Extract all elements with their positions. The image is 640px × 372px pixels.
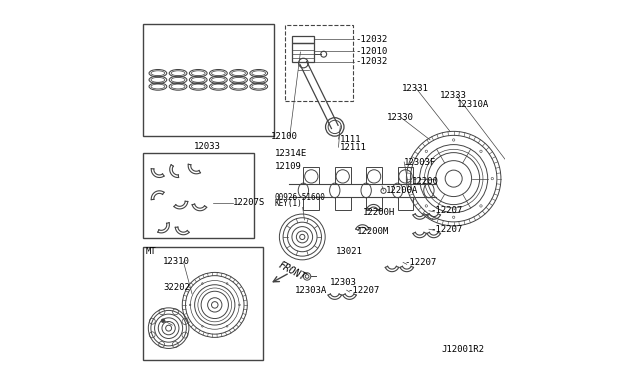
Text: 32202: 32202 [163,283,190,292]
Text: MT: MT [146,247,156,256]
Text: 12303F: 12303F [404,157,436,167]
Circle shape [161,319,165,323]
Text: 12207S: 12207S [233,198,266,207]
Text: -12032: -12032 [356,35,388,44]
Text: 12333: 12333 [440,91,467,100]
Bar [366,167,382,184]
Text: 1111: 1111 [340,135,362,144]
Bar [143,247,263,359]
Bar [292,43,314,62]
Text: 12033: 12033 [194,142,221,151]
Text: FRONT: FRONT [277,260,307,282]
Text: J12001R2: J12001R2 [442,345,484,354]
Text: 12109: 12109 [275,162,301,171]
Text: 13021: 13021 [336,247,363,256]
Bar [143,23,274,136]
Text: 12111: 12111 [340,143,367,152]
Text: 12200: 12200 [412,177,438,186]
Text: 12330: 12330 [387,113,413,122]
Text: 12331: 12331 [402,84,429,93]
Bar [303,197,319,210]
Bar [335,167,351,184]
Bar [303,167,319,184]
Bar [397,197,413,210]
Text: 12200H: 12200H [362,208,395,217]
Bar [397,167,413,184]
Bar [335,197,351,210]
Bar [285,25,353,101]
Text: -12207: -12207 [430,206,462,215]
Text: -12207: -12207 [430,225,462,234]
Text: -12010: -12010 [356,47,388,56]
Text: 12310A: 12310A [456,100,489,109]
Text: KEY(1): KEY(1) [275,199,303,208]
Bar [366,197,382,210]
Text: 12303A: 12303A [295,286,327,295]
Text: -12207: -12207 [348,286,380,295]
Text: 12303: 12303 [330,278,357,287]
Text: -12207: -12207 [404,258,436,267]
Text: 12310: 12310 [163,257,190,266]
Text: 12200A: 12200A [386,186,418,195]
Text: 12200M: 12200M [357,227,389,235]
Text: 12314E: 12314E [275,149,307,158]
Text: 12100: 12100 [271,132,298,141]
Bar [292,36,314,43]
Text: -12032: -12032 [356,57,388,66]
Text: 00926-51600: 00926-51600 [275,193,326,202]
Bar [143,153,253,238]
